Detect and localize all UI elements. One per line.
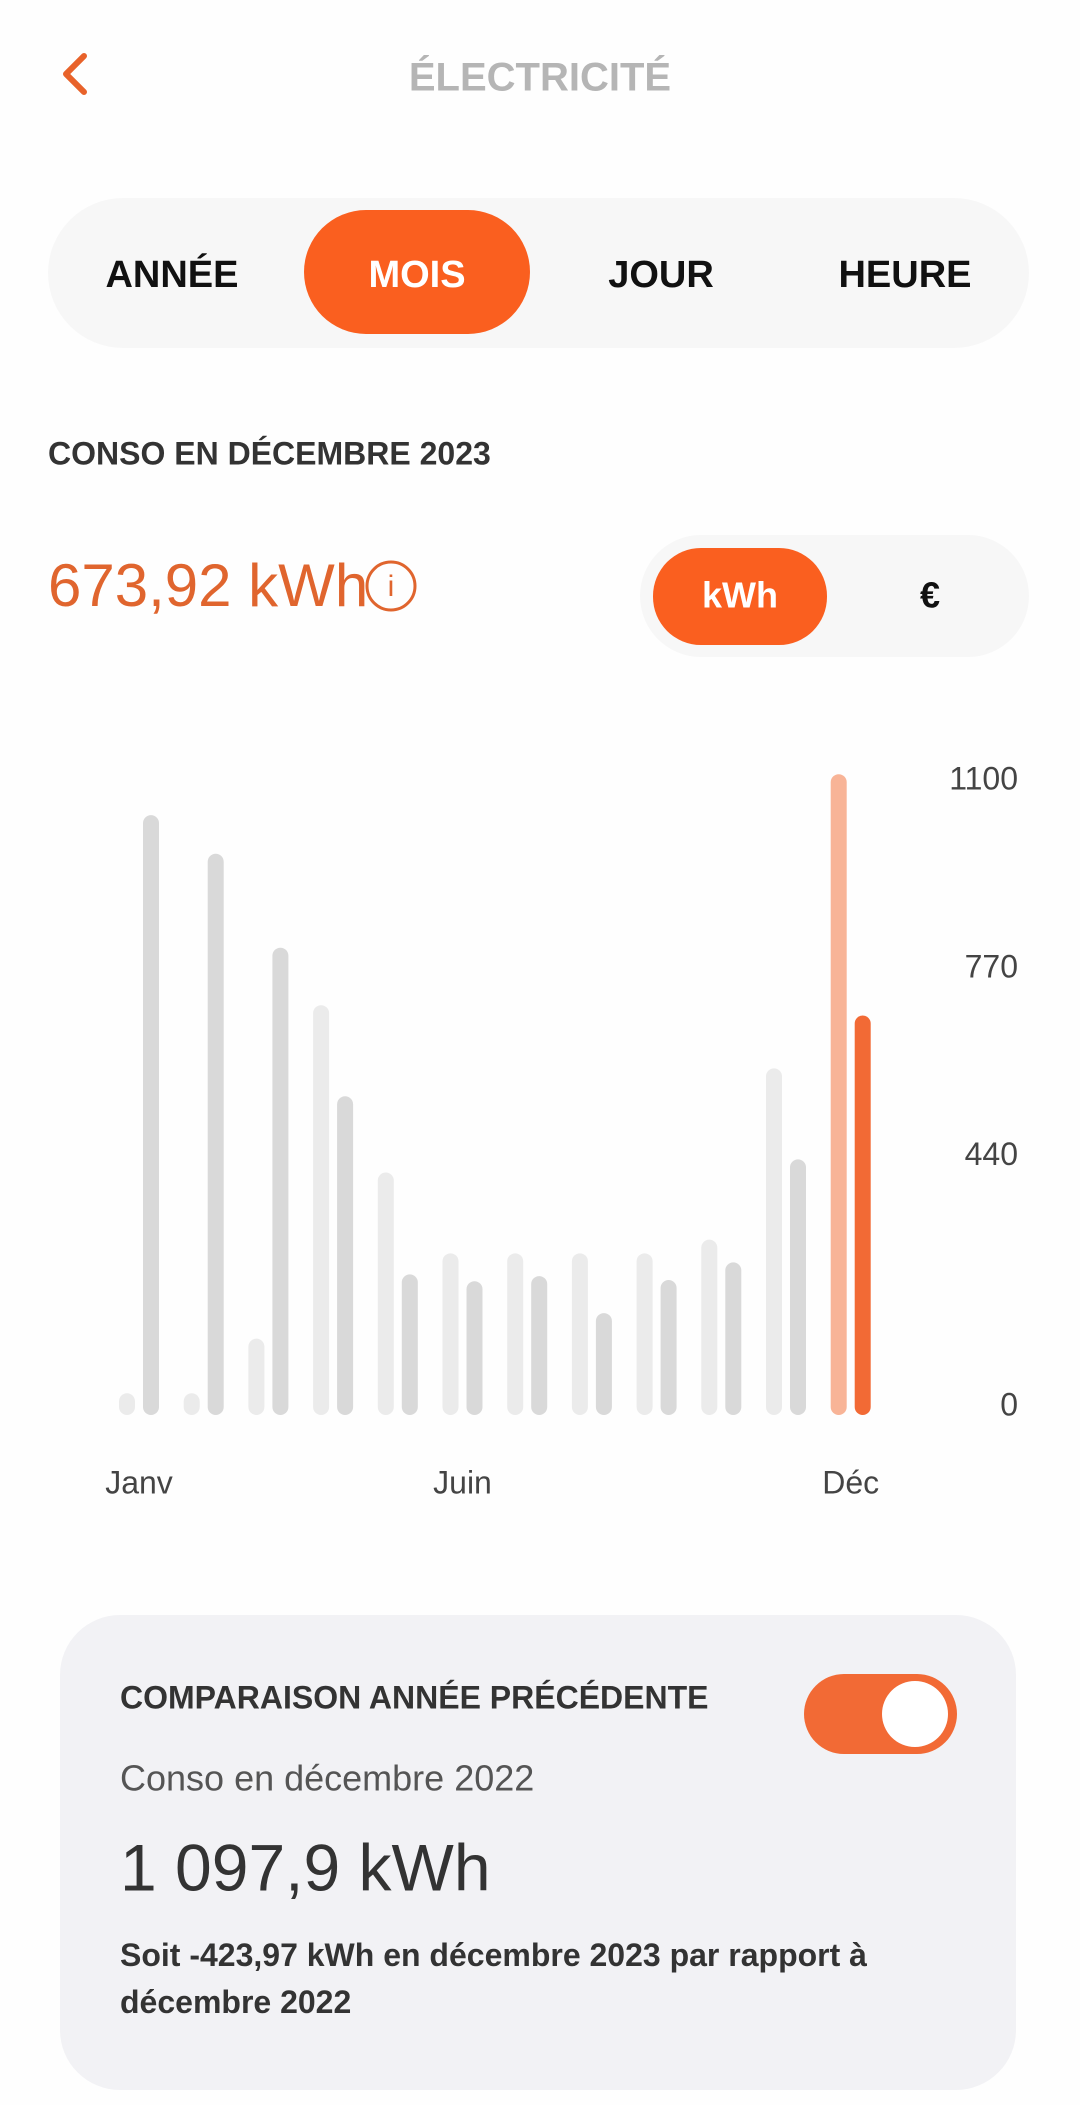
bar [725, 1262, 742, 1415]
bar [790, 1159, 806, 1415]
y-tick-label: 1100 [949, 760, 1018, 796]
bar [377, 1172, 394, 1415]
bar [854, 1015, 871, 1415]
bar [766, 1068, 782, 1415]
comparison-title: COMPARAISON ANNÉE PRÉCÉDENTE [120, 1679, 709, 1715]
tab[interactable]: MOIS [368, 254, 465, 296]
comparison-value: 1 097,9 kWh [120, 1830, 491, 1904]
switch-knob [882, 1681, 948, 1747]
y-tick-label: 770 [965, 948, 1018, 984]
unit-active-pill [653, 548, 827, 645]
consumption-value: 673,92 kWh [48, 552, 368, 619]
x-tick-label: Déc [822, 1464, 879, 1500]
info-icon[interactable] [365, 560, 417, 612]
bar [466, 1281, 483, 1415]
tab[interactable]: HEURE [838, 254, 971, 296]
bar [337, 1096, 354, 1415]
back-button[interactable] [63, 53, 87, 95]
bar [272, 947, 289, 1415]
bar [143, 815, 159, 1415]
x-tick-label: Juin [433, 1464, 492, 1500]
tab[interactable]: ANNÉE [105, 252, 238, 296]
y-tick-label: 440 [965, 1136, 1018, 1172]
tab-bar [48, 198, 1029, 348]
comparison-label: Conso en décembre 2022 [120, 1758, 534, 1799]
unit-option[interactable]: € [920, 575, 940, 616]
bar [595, 1313, 612, 1415]
bar [313, 1005, 330, 1415]
bar [660, 1280, 677, 1415]
bar [507, 1253, 524, 1415]
bar [571, 1253, 588, 1415]
bar [531, 1276, 548, 1415]
section-title: CONSO EN DÉCEMBRE 2023 [48, 435, 491, 471]
info-icon-glyph: i [388, 570, 395, 603]
bar [830, 774, 847, 1415]
bar [442, 1253, 459, 1415]
unit-option[interactable]: kWh [702, 575, 778, 616]
bar [636, 1253, 653, 1415]
y-tick-label: 0 [1000, 1386, 1018, 1422]
tab-active-pill [304, 210, 530, 334]
x-tick-label: Janv [105, 1464, 173, 1500]
comparison-note: Soit -423,97 kWh en décembre 2023 par ra… [120, 1937, 867, 2020]
bar [183, 1393, 200, 1415]
bar [701, 1239, 718, 1415]
page-title: ÉLECTRICITÉ [409, 55, 671, 100]
bar [401, 1274, 418, 1415]
tab[interactable]: JOUR [608, 254, 714, 296]
comparison-card [60, 1615, 1016, 2090]
bar [248, 1338, 265, 1415]
bar [119, 1393, 135, 1415]
bar [207, 853, 224, 1415]
